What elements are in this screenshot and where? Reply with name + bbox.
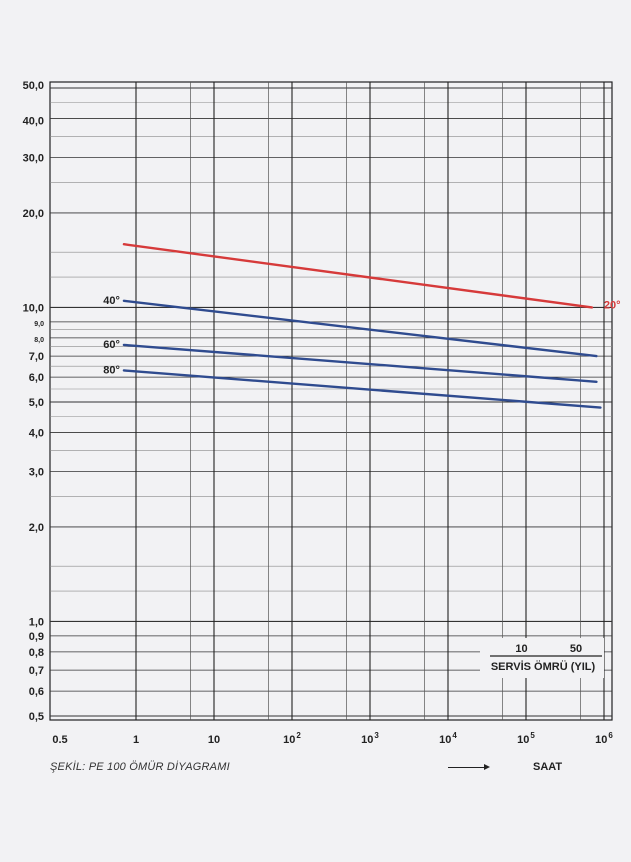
service-life-tick: 10 bbox=[515, 643, 527, 655]
y-tick-label: 1,0 bbox=[29, 616, 44, 628]
x-tick-label: 10 bbox=[208, 734, 220, 746]
y-tick-label: 4,0 bbox=[29, 427, 44, 439]
series-lines: 20° 40° 60° 80° bbox=[103, 243, 621, 409]
y-tick-label: 0,6 bbox=[29, 686, 44, 698]
x-tick-label: 1 bbox=[133, 734, 139, 746]
service-life-label: SERVİS ÖMRÜ (YIL) bbox=[491, 660, 596, 673]
y-tick-label: 5,0 bbox=[29, 397, 44, 409]
y-tick-label: 8,0 bbox=[34, 337, 44, 344]
x-tick-label: 102 bbox=[283, 731, 301, 746]
y-tick-label: 30,0 bbox=[23, 153, 44, 165]
service-life-scale: 10 50 SERVİS ÖMRÜ (YIL) bbox=[480, 638, 604, 678]
x-tick-label: 105 bbox=[517, 731, 535, 746]
series-label: 60° bbox=[103, 339, 120, 351]
x-axis-ticks: 0.5 1 10 102 103 104 105 106 bbox=[52, 731, 613, 746]
series-line-0 bbox=[122, 243, 594, 309]
series-line-1 bbox=[122, 299, 598, 358]
y-tick-label: 0,8 bbox=[29, 647, 44, 659]
y-tick-label: 2,0 bbox=[29, 522, 44, 534]
y-axis-ticks: 50,0 40,0 30,0 20,0 10,0 9,0 8,0 7,0 6,0 5,0 4,0 3,… bbox=[23, 80, 45, 723]
series-line-2 bbox=[122, 343, 598, 383]
y-tick-label: 9,0 bbox=[34, 321, 44, 328]
x-tick-label: 0.5 bbox=[52, 734, 67, 746]
y-tick-label: 50,0 bbox=[23, 80, 44, 92]
series-line-3 bbox=[122, 369, 602, 409]
x-tick-label: 103 bbox=[361, 731, 379, 746]
plot-frame bbox=[49, 81, 613, 721]
series-label: 80° bbox=[103, 364, 120, 376]
chart-caption: ŞEKİL: PE 100 ÖMÜR DİYAGRAMI bbox=[50, 761, 230, 773]
service-life-background bbox=[480, 638, 604, 678]
y-tick-label: 0,7 bbox=[29, 665, 44, 677]
y-tick-label: 7,0 bbox=[29, 351, 44, 363]
x-tick-label: 104 bbox=[439, 731, 457, 746]
right-arrow-icon bbox=[448, 764, 490, 770]
y-tick-label: 3,0 bbox=[29, 467, 44, 479]
series-label: 40° bbox=[103, 295, 120, 307]
series-label: 20° bbox=[604, 299, 621, 311]
y-tick-label: 0,5 bbox=[29, 711, 44, 723]
y-tick-label: 10,0 bbox=[23, 302, 44, 314]
y-tick-label: 40,0 bbox=[23, 115, 44, 127]
x-axis-unit-label: SAAT bbox=[533, 761, 563, 773]
y-tick-label: 20,0 bbox=[23, 208, 44, 220]
x-tick-label: 106 bbox=[595, 731, 613, 746]
y-tick-label: 0,9 bbox=[29, 631, 44, 643]
service-life-tick: 50 bbox=[570, 643, 582, 655]
y-tick-label: 6,0 bbox=[29, 372, 44, 384]
